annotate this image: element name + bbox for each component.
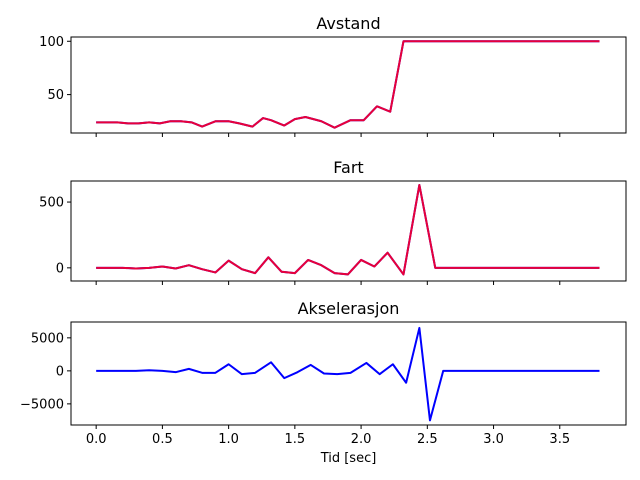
- subplot-fart: Fart 0 500: [39, 158, 627, 285]
- series-line-avstand-1: [96, 40, 600, 129]
- y-tick-label: 500: [39, 196, 64, 211]
- subplot-akselerasjon: Akselerasjon 0.0 0.5 1.0 1.5 2.0 2.5 3.0 3.5 −500…: [20, 299, 627, 466]
- x-tick-label: 1.0: [218, 432, 239, 447]
- x-tick-label: 2.0: [351, 432, 372, 447]
- x-axis-label: Tid [sec]: [320, 451, 377, 466]
- x-tick-label: 3.0: [483, 432, 504, 447]
- chart-title-fart: Fart: [333, 158, 363, 177]
- subplot-avstand: Avstand 50 100: [39, 14, 627, 137]
- x-tick-label: 3.5: [549, 432, 570, 447]
- x-tick-label: 0.0: [86, 432, 107, 447]
- axes-frame-akselerasjon: [70, 321, 627, 426]
- y-tick-label: 100: [39, 35, 64, 50]
- y-tick-label: 50: [47, 88, 64, 103]
- y-tick-label: 5000: [31, 331, 64, 346]
- x-tick-label: 1.5: [285, 432, 306, 447]
- series-line-akselerasjon-0: [96, 326, 600, 422]
- y-tick-label: −5000: [20, 397, 64, 412]
- x-tick-label: 2.5: [417, 432, 438, 447]
- series-line-fart-0: [96, 183, 600, 276]
- x-tick-label: 0.5: [152, 432, 173, 447]
- y-tick-label: 0: [56, 261, 64, 276]
- series-line-avstand-0: [96, 40, 600, 129]
- axes-frame-avstand: [70, 36, 627, 134]
- chart-title-akselerasjon: Akselerasjon: [298, 299, 400, 318]
- series-line-fart-1: [96, 183, 600, 276]
- chart-title-avstand: Avstand: [316, 14, 380, 33]
- y-tick-label: 0: [56, 364, 64, 379]
- axes-frame-fart: [70, 180, 627, 282]
